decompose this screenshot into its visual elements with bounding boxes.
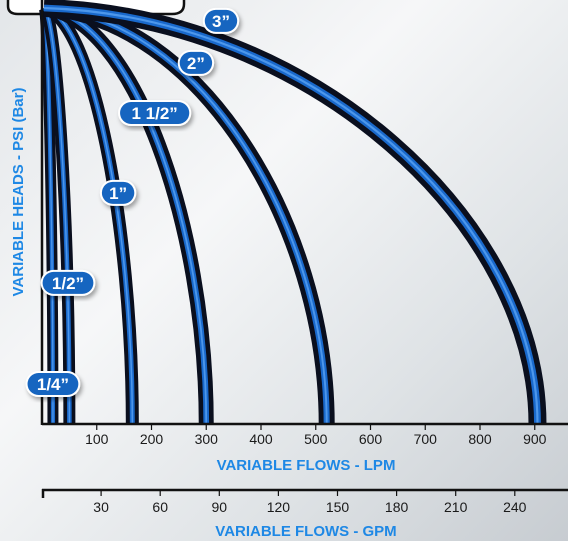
series-label-text: 1”: [109, 184, 127, 203]
series-label-bg: [101, 181, 135, 204]
x-tick-label: 200: [140, 431, 164, 447]
gpm-tick-label: 90: [212, 499, 228, 515]
y-axis-title: VARIABLE HEADS - PSI (Bar): [10, 88, 27, 297]
curve-highlight-1: [43, 7, 134, 425]
series-label-text: 1 1/2”: [132, 104, 178, 123]
curve-highlight-3: [43, 6, 539, 425]
series-label-1-2: 1/2”: [40, 269, 96, 296]
gpm-tick-label: 120: [267, 499, 291, 515]
series-label-bg: [179, 51, 213, 74]
series-label-bg: [204, 9, 238, 32]
gpm-tick-label: 60: [152, 499, 168, 515]
curve-highlight-2: [43, 7, 328, 425]
series-label-2: 2”: [177, 49, 215, 76]
x-tick-label: 100: [85, 431, 109, 447]
gpm-tick-label: 240: [503, 499, 527, 515]
x-tick-label: 300: [195, 431, 219, 447]
series-label-1: 1”: [99, 179, 137, 206]
x-axis-title: VARIABLE FLOWS - LPM: [217, 457, 396, 474]
x-tick-label: 900: [523, 431, 547, 447]
series-label-1-4: 1/4”: [25, 371, 81, 398]
x-tick-label: 800: [468, 431, 492, 447]
series-label-bg: [27, 373, 79, 396]
gpm-tick-label: 150: [326, 499, 350, 515]
series-label-bg: [120, 101, 190, 124]
gpm-axis-title: VARIABLE FLOWS - GPM: [215, 523, 396, 540]
curve-highlight-1-2: [43, 7, 71, 425]
curve-highlight-1-1-2: [43, 7, 208, 425]
gpm-tick-label: 210: [444, 499, 468, 515]
series-label-text: 3”: [212, 12, 230, 31]
x-tick-label: 400: [249, 431, 273, 447]
series-label-text: 2”: [187, 54, 205, 73]
series-label-3: 3”: [202, 7, 240, 34]
series-label-text: 1/4”: [37, 375, 69, 394]
x-tick-label: 500: [304, 431, 328, 447]
gpm-tick-label: 180: [385, 499, 409, 515]
series-label-text: 1/2”: [52, 274, 84, 293]
x-tick-label: 600: [359, 431, 383, 447]
x-tick-label: 700: [414, 431, 438, 447]
gpm-tick-label: 30: [93, 499, 109, 515]
series-label-1-1-2: 1 1/2”: [118, 99, 192, 126]
series-label-bg: [42, 271, 94, 294]
